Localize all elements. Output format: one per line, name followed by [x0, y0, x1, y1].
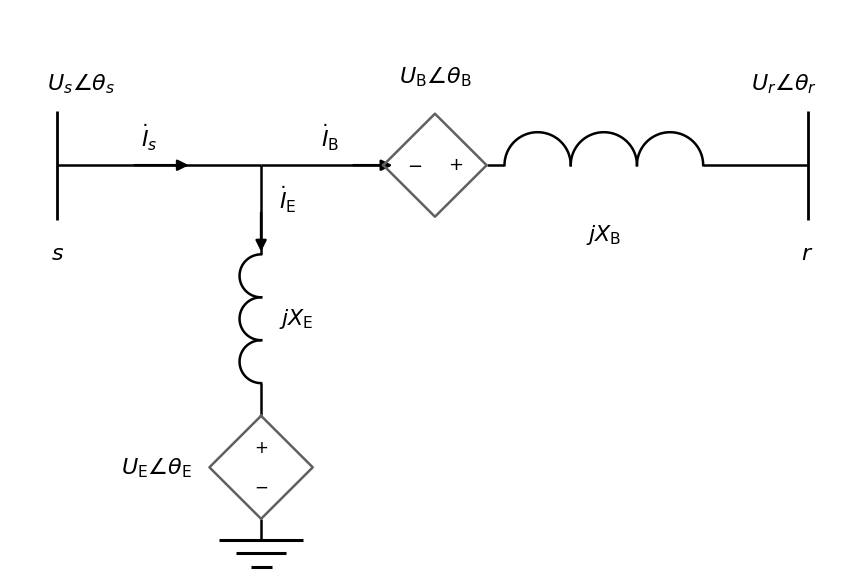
Text: $U_s\angle\theta_s$: $U_s\angle\theta_s$: [48, 71, 116, 96]
Text: $U_\mathrm{B}\angle\theta_\mathrm{B}$: $U_\mathrm{B}\angle\theta_\mathrm{B}$: [398, 64, 470, 89]
Text: $U_r\angle\theta_r$: $U_r\angle\theta_r$: [751, 71, 816, 96]
Text: $+$: $+$: [447, 156, 463, 174]
Text: $\dot{I}_\mathrm{E}$: $\dot{I}_\mathrm{E}$: [279, 185, 296, 215]
Text: $U_\mathrm{E}\angle\theta_\mathrm{E}$: $U_\mathrm{E}\angle\theta_\mathrm{E}$: [120, 455, 192, 479]
Text: $-$: $-$: [254, 478, 268, 496]
Text: $jX_\mathrm{E}$: $jX_\mathrm{E}$: [279, 307, 314, 331]
Text: $+$: $+$: [254, 439, 268, 457]
Text: $-$: $-$: [406, 156, 422, 174]
Text: $r$: $r$: [800, 245, 813, 265]
Text: $jX_\mathrm{B}$: $jX_\mathrm{B}$: [585, 223, 621, 247]
Text: $\dot{I}_\mathrm{B}$: $\dot{I}_\mathrm{B}$: [321, 123, 339, 154]
Text: $\dot{I}_s$: $\dot{I}_s$: [141, 123, 158, 154]
Text: $s$: $s$: [51, 245, 64, 265]
